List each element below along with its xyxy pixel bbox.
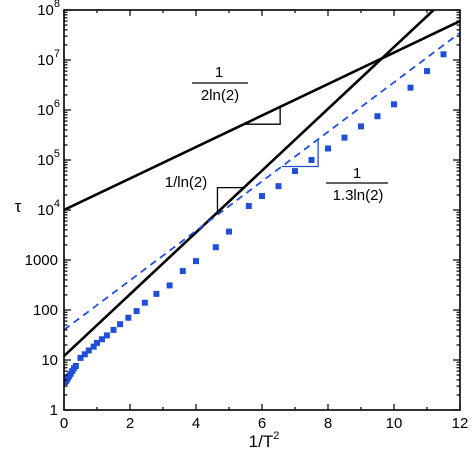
data-marker — [85, 347, 92, 354]
data-marker — [77, 354, 84, 361]
y-axis-ticks: 1 10 100 1000 104 105 106 107 108 — [25, 0, 460, 419]
data-marker — [292, 168, 298, 175]
data-marker — [103, 332, 110, 339]
data-marker — [90, 343, 97, 350]
annotation-blue-numerator: 1 — [353, 165, 361, 182]
data-marker — [141, 299, 148, 306]
y-tick-label: 1000 — [25, 252, 58, 269]
data-marker — [226, 228, 232, 235]
data-marker — [166, 282, 173, 289]
data-marker — [133, 308, 140, 315]
x-axis-label: 1/T2 — [249, 430, 280, 451]
data-marker — [94, 339, 100, 346]
x-tick-label: 6 — [258, 415, 266, 432]
data-marker — [391, 101, 397, 108]
data-marker — [125, 314, 132, 321]
annotation-slope-one: 1/ln(2) — [165, 174, 208, 191]
data-marker — [72, 362, 79, 369]
x-tick-label: 12 — [452, 415, 469, 432]
annotation-half-numerator: 1 — [215, 64, 223, 81]
data-marker — [117, 321, 124, 328]
annotation-slope-blue: 1 1.3ln(2) — [326, 165, 388, 204]
data-marker — [153, 290, 160, 297]
data-marker — [341, 134, 348, 141]
annotation-slope-half: 1 2ln(2) — [192, 64, 248, 104]
y-tick-label: 107 — [37, 48, 60, 69]
data-marker — [440, 51, 447, 58]
y-tick-label: 1 — [50, 402, 58, 419]
slope-triangle-shallow — [243, 106, 281, 125]
x-tick-label: 4 — [192, 415, 200, 432]
slope-triangles — [216, 106, 319, 213]
fit-line-dashed-blue — [64, 32, 460, 331]
y-tick-label: 108 — [37, 0, 60, 19]
y-tick-label: 10 — [41, 352, 58, 369]
x-axis-label-base: 1/T — [249, 432, 274, 451]
data-marker — [212, 244, 219, 251]
data-marker — [358, 123, 364, 130]
plot-frame — [63, 9, 461, 411]
y-axis-label: τ — [15, 197, 22, 216]
x-axis-label-sup: 2 — [273, 430, 279, 442]
data-marker — [245, 203, 252, 210]
fit-line-steep — [64, 10, 435, 357]
data-marker — [308, 157, 315, 163]
x-axis-ticks: 0 2 4 6 8 10 12 — [60, 10, 469, 432]
annotation-blue-denominator: 1.3ln(2) — [333, 187, 384, 204]
data-marker — [259, 193, 265, 200]
data-marker — [81, 351, 88, 358]
data-marker — [98, 336, 105, 343]
annotation-half-denominator: 2ln(2) — [201, 87, 239, 104]
y-tick-label: 100 — [33, 302, 58, 319]
data-marker — [424, 68, 430, 75]
x-tick-label: 10 — [386, 415, 403, 432]
data-marker — [325, 145, 331, 152]
y-tick-label: 105 — [37, 148, 60, 169]
data-markers — [64, 51, 447, 386]
y-tick-label: 104 — [37, 198, 60, 219]
data-marker — [193, 258, 199, 265]
fit-lines — [64, 10, 460, 357]
x-tick-label: 2 — [126, 415, 134, 432]
y-tick-label: 106 — [37, 98, 60, 119]
data-marker — [374, 113, 381, 120]
slope-triangle-blue — [281, 139, 319, 168]
data-marker — [275, 183, 282, 190]
x-tick-label: 8 — [324, 415, 332, 432]
data-marker — [407, 84, 414, 91]
data-marker — [110, 326, 117, 333]
fit-line-shallow — [64, 19, 460, 212]
x-tick-label: 0 — [60, 415, 68, 432]
data-marker — [179, 268, 186, 275]
slope-triangle-steep — [216, 187, 244, 213]
